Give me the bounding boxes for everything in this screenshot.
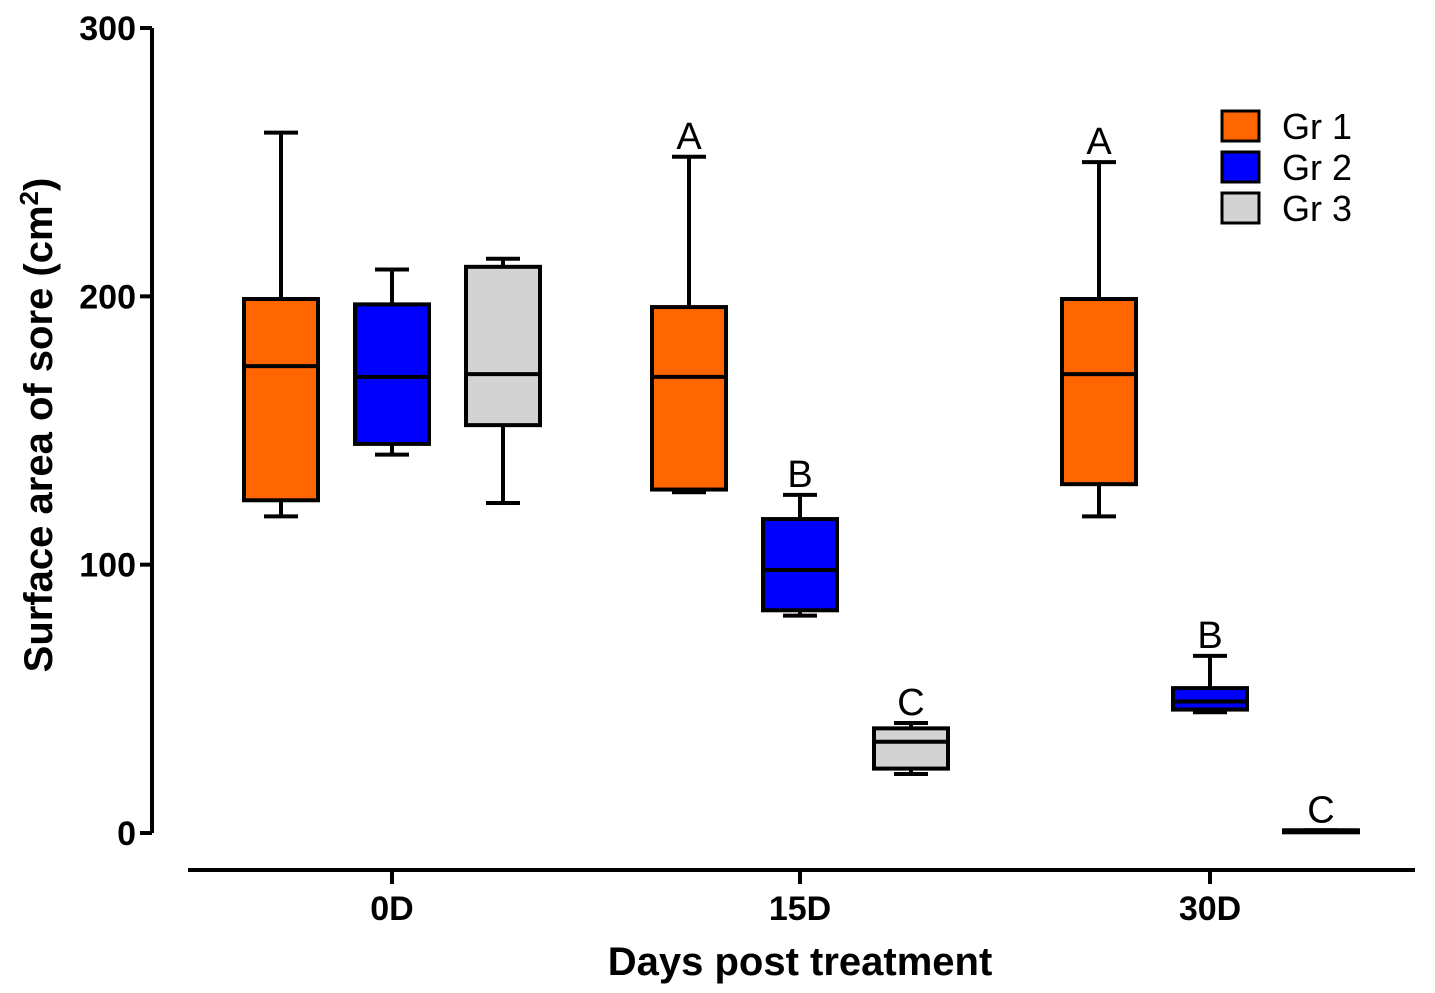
legend-swatch	[1220, 191, 1261, 225]
x-axis-title: Days post treatment	[608, 940, 993, 984]
box-iqr	[1171, 686, 1249, 712]
significance-letter: A	[1086, 121, 1112, 163]
box-gr-2-15d: B	[761, 454, 839, 618]
x-tick-label: 0D	[370, 890, 413, 928]
box-iqr	[464, 264, 542, 428]
legend: Gr 1Gr 2Gr 3	[1220, 106, 1352, 229]
y-tick-label: 200	[79, 278, 136, 316]
box-gr-1-30d: A	[1060, 121, 1138, 519]
box-gr-1-15d: A	[650, 116, 728, 495]
box-iqr	[761, 517, 839, 613]
significance-letter: C	[1307, 789, 1334, 831]
box-gr-2-0d	[353, 267, 431, 457]
legend-label: Gr 2	[1282, 147, 1352, 188]
y-tick-label: 0	[117, 815, 136, 853]
legend-label: Gr 3	[1282, 188, 1352, 229]
significance-letter: C	[897, 682, 924, 724]
box-iqr	[872, 726, 950, 771]
x-tick-label: 30D	[1179, 890, 1241, 928]
box-gr-3-15d: C	[872, 682, 950, 776]
legend-label: Gr 1	[1282, 106, 1352, 147]
y-axis-title: Surface area of sore (cm2)	[14, 178, 61, 673]
significance-letter: A	[676, 116, 702, 158]
significance-letter: B	[787, 454, 812, 496]
box-gr-1-0d	[242, 130, 320, 519]
box-gr-2-30d: B	[1171, 615, 1249, 715]
box-iqr	[1060, 297, 1138, 487]
y-tick-label: 300	[79, 10, 136, 48]
box-groups: A A B B C C	[242, 116, 1360, 835]
box-iqr	[242, 297, 320, 503]
x-axis: 0D 15D 30D	[188, 868, 1415, 928]
legend-swatch	[1220, 109, 1261, 143]
box-gr-3-30d: C	[1282, 789, 1360, 835]
box-gr-3-0d	[464, 256, 542, 505]
y-axis: 0 100 200 300	[79, 10, 154, 853]
y-tick-label: 100	[79, 547, 136, 585]
x-tick-label: 15D	[769, 890, 831, 928]
box-iqr	[650, 305, 728, 492]
box-iqr	[353, 302, 431, 446]
significance-letter: B	[1197, 615, 1222, 657]
legend-swatch	[1220, 150, 1261, 184]
